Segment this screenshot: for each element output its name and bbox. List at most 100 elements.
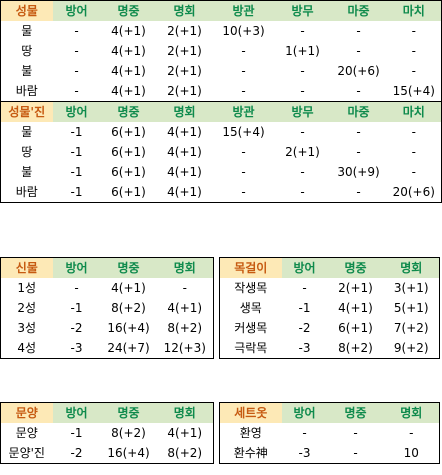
table-cell: - — [241, 64, 246, 78]
row-label: 불 — [21, 165, 33, 179]
header-def-ignore: 방무 — [274, 101, 331, 122]
header-accuracy: 명중 — [100, 0, 157, 21]
header-evasion: 명회 — [156, 0, 213, 21]
table-cell: 10(+3) — [222, 24, 265, 38]
table-cell: 2(+1) — [338, 281, 373, 295]
table-cell: - — [353, 426, 358, 440]
table-row: 1성 - 4(+1) - — [1, 278, 214, 298]
table-cell: 2(+1) — [167, 84, 202, 98]
header-evasion: 명회 — [156, 257, 214, 278]
necklace-stats-table: 목걸이 방어 명중 명회 작생목 - 2(+1) 3(+1) 생목 -1 4(+… — [219, 257, 440, 359]
table-cell: 7(+2) — [393, 321, 429, 335]
header-armor-pen: 방관 — [212, 101, 275, 122]
table-cell: - — [74, 64, 79, 78]
table-cell: - — [241, 84, 246, 98]
row-label: 물 — [21, 125, 33, 139]
pattern-stats-table: 문양 방어 명중 명회 문양 -1 8(+2) 4(+1) 문양'진 -2 16… — [0, 402, 214, 464]
table-cell: 8(+2) — [111, 426, 146, 440]
header-magic-acc: 마중 — [330, 0, 387, 21]
table-row: 물 - 4(+1) 2(+1) 10(+3) - - - — [1, 21, 442, 41]
table-cell: 12(+3) — [163, 341, 206, 355]
header-magic-acc: 마중 — [330, 101, 387, 122]
table-cell: 4(+1) — [111, 44, 146, 58]
header-defense: 방어 — [52, 257, 101, 278]
header-defense: 방어 — [52, 402, 101, 423]
pattern-header-row: 문양 방어 명중 명회 — [0, 402, 214, 423]
table-row: 환수神 -3 - 10 — [220, 443, 440, 464]
row-label: 1성 — [17, 281, 37, 295]
header-defense: 방어 — [281, 257, 328, 278]
table-cell: - — [356, 185, 361, 199]
table-cell: -1 — [70, 125, 83, 139]
table-cell: - — [74, 24, 79, 38]
table-cell: 4(+1) — [111, 84, 146, 98]
table-cell: - — [411, 44, 416, 58]
table-cell: - — [411, 24, 416, 38]
row-label: 땅 — [21, 44, 33, 58]
table-row: 땅 - 4(+1) 2(+1) - 1(+1) - - — [1, 41, 442, 61]
table-cell: 6(+1) — [111, 125, 146, 139]
table-row: 생목 -1 4(+1) 5(+1) — [220, 298, 440, 318]
table-cell: -1 — [70, 185, 83, 199]
row-label: 생목 — [239, 301, 262, 315]
table-cell: 4(+1) — [167, 125, 202, 139]
table-cell: -1 — [70, 426, 83, 440]
table-cell: 15(+4) — [392, 84, 435, 98]
table-cell: 4(+1) — [111, 64, 146, 78]
header-evasion: 명회 — [383, 257, 440, 278]
row-label: 환영 — [239, 426, 262, 440]
table-cell: - — [356, 145, 361, 159]
table-cell: 20(+6) — [337, 64, 380, 78]
header-def-ignore: 방무 — [274, 0, 331, 21]
table-cell: - — [356, 24, 361, 38]
table-cell: 16(+4) — [107, 321, 150, 335]
row-label: 바람 — [15, 185, 38, 199]
table-cell: 6(+1) — [111, 165, 146, 179]
table-cell: - — [74, 281, 79, 295]
table-cell: - — [356, 84, 361, 98]
table-cell: 8(+2) — [338, 341, 373, 355]
table-cell: 16(+4) — [107, 446, 150, 460]
table-cell: 4(+1) — [111, 24, 146, 38]
table-cell: 9(+2) — [393, 341, 429, 355]
table-cell: 8(+2) — [111, 301, 146, 315]
table-cell: 5(+1) — [393, 301, 429, 315]
header-accuracy: 명중 — [100, 257, 157, 278]
relic-true-header-cell: 성물'진 — [0, 101, 53, 122]
row-label: 땅 — [21, 145, 33, 159]
table-cell: 4(+1) — [167, 301, 203, 315]
table-cell: - — [300, 84, 305, 98]
table-cell: -3 — [298, 341, 311, 355]
row-label: 환수神 — [233, 446, 268, 460]
relic-stats-table: 성물 방어 명중 명회 방관 방무 마중 마치 물 - 4(+1) 2(+1) … — [0, 0, 442, 203]
table-cell: -2 — [70, 321, 83, 335]
table-row: 문양'진 -2 16(+4) 8(+2) — [1, 443, 214, 464]
table-cell: 6(+1) — [111, 185, 146, 199]
table-row: 극락목 -3 8(+2) 9(+2) — [220, 338, 440, 359]
table-row: 물 -1 6(+1) 4(+1) 15(+4) - - - — [1, 122, 442, 142]
table-cell: - — [74, 44, 79, 58]
row-label: 불 — [21, 64, 33, 78]
table-cell: 4(+1) — [167, 185, 202, 199]
row-label: 작생목 — [234, 281, 268, 295]
header-accuracy: 명중 — [100, 101, 157, 122]
header-magic-crit: 마치 — [386, 101, 442, 122]
row-label: 3성 — [17, 321, 37, 335]
table-cell: - — [241, 44, 246, 58]
row-label: 바람 — [15, 84, 38, 98]
table-cell: 4(+1) — [167, 145, 202, 159]
table-row: 환영 - - - — [220, 423, 440, 443]
table-cell: -1 — [70, 301, 83, 315]
divine-stats-table: 신물 방어 명중 명회 1성 - 4(+1) - 2성 -1 8(+2) 4(+… — [0, 257, 214, 359]
table-cell: - — [411, 64, 416, 78]
table-cell: - — [356, 44, 361, 58]
divine-header-cell: 신물 — [0, 257, 53, 278]
table-cell: 10 — [403, 446, 419, 460]
table-row: 작생목 - 2(+1) 3(+1) — [220, 278, 440, 298]
table-cell: -3 — [70, 341, 83, 355]
table-cell: 2(+1) — [167, 64, 202, 78]
table-cell: 8(+2) — [167, 321, 203, 335]
table-cell: - — [356, 125, 361, 139]
row-label: 문양 — [15, 426, 38, 440]
table-cell: 1(+1) — [285, 44, 320, 58]
